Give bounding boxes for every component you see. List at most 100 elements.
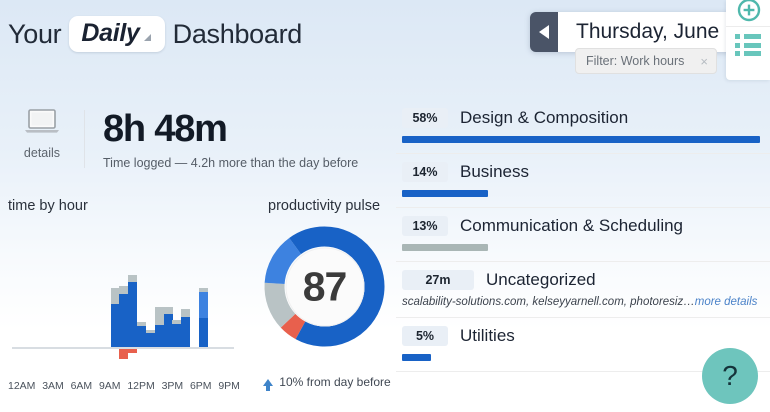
laptop-icon <box>24 108 60 139</box>
list-icon[interactable] <box>735 34 761 56</box>
bar-segment-distracting <box>128 349 138 353</box>
axis-tick-label: 9AM <box>98 380 121 392</box>
category-bar-track <box>402 190 770 197</box>
bar-segment <box>163 314 173 348</box>
bar-segment <box>128 282 138 348</box>
axis-tick-label: 12PM <box>127 380 155 392</box>
more-details-link[interactable]: more details <box>694 296 758 308</box>
category-bar-track <box>402 354 770 361</box>
category-name: Uncategorized <box>486 270 596 289</box>
category-bar-track <box>402 244 770 251</box>
bar-segment <box>110 288 120 304</box>
bar-segment <box>154 325 164 348</box>
donut-slice <box>264 237 302 285</box>
category-badge: 27m <box>402 270 474 290</box>
pulse-title: productivity pulse <box>268 198 381 214</box>
list-row <box>735 34 761 39</box>
time-logged-block: 8h 48m Time logged — 4.2h more than the … <box>103 108 358 170</box>
category-badge: 58% <box>402 108 448 128</box>
bar-segment <box>119 294 129 348</box>
productivity-pulse-donut[interactable]: 87 <box>262 224 387 349</box>
page-title-prefix: Your <box>8 19 62 49</box>
category-header: 27m Uncategorized <box>396 262 770 296</box>
list-row <box>735 51 761 56</box>
category-subtitle: scalability-solutions.com, kelseyyarnell… <box>396 296 770 317</box>
time-logged-subtitle: Time logged — 4.2h more than the day bef… <box>103 156 359 170</box>
period-selector-label: Daily <box>81 19 140 47</box>
rail-divider <box>726 26 770 27</box>
category-bar-fill <box>402 354 431 361</box>
category-bar-fill <box>402 190 488 197</box>
bar-segment <box>137 326 146 348</box>
details-label: details <box>23 146 61 160</box>
help-button[interactable]: ? <box>702 348 758 404</box>
axis-tick-label: 6PM <box>189 380 212 392</box>
donut-slice <box>295 226 385 347</box>
bar-segment <box>145 333 155 348</box>
bar-segment <box>119 286 129 294</box>
filter-chip[interactable]: Filter: Work hours × <box>575 48 717 74</box>
category-row[interactable]: 58% Design & Composition <box>396 100 770 154</box>
donut-slice <box>264 282 296 328</box>
bar-segment <box>163 307 173 314</box>
axis-tick-label: 6AM <box>70 380 93 392</box>
chevron-left-icon <box>539 25 549 39</box>
pulse-score: 87 <box>302 263 348 309</box>
pulse-delta: 10% from day before <box>262 375 392 391</box>
bar-segment <box>198 292 208 318</box>
bar-segment <box>198 318 208 348</box>
category-name: Business <box>460 162 529 181</box>
list-row <box>735 42 761 48</box>
category-row[interactable]: 27m Uncategorized scalability-solutions.co… <box>396 262 770 318</box>
category-header: 13% Communication & Scheduling <box>396 208 770 242</box>
category-list: 58% Design & Composition 14% Business 13% Com… <box>396 100 770 372</box>
time-summary: details 8h 48m Time logged — 4.2h more t… <box>10 108 358 170</box>
time-logged-value: 8h 48m <box>103 108 228 150</box>
previous-day-button[interactable] <box>530 12 558 52</box>
category-bar-track <box>402 136 770 143</box>
category-row[interactable]: 14% Business <box>396 154 770 208</box>
category-sites: scalability-solutions.com, kelseyyarnell… <box>402 296 695 308</box>
bar-segment-distracting <box>119 349 129 359</box>
page-title: Your Daily Dashboard <box>8 16 302 52</box>
header: Your Daily Dashboard Thursday, June 18 F… <box>0 0 770 88</box>
bar-segment <box>198 288 208 292</box>
time-by-hour-chart[interactable] <box>30 218 242 348</box>
category-name: Design & Composition <box>460 108 629 127</box>
pulse-center: 87 <box>285 247 364 326</box>
axis-tick-label: 3PM <box>161 380 184 392</box>
axis-tick-label: 9PM <box>218 380 240 392</box>
category-badge: 5% <box>402 326 448 346</box>
category-row[interactable]: 13% Communication & Scheduling <box>396 208 770 262</box>
bar-segment <box>128 275 138 282</box>
circle-plus-icon[interactable] <box>735 0 763 24</box>
summary-divider <box>84 110 85 168</box>
question-mark-icon: ? <box>722 360 738 391</box>
bar-segment <box>172 320 182 324</box>
bar-segment <box>154 307 164 325</box>
close-icon[interactable]: × <box>700 53 708 69</box>
page-title-suffix: Dashboard <box>172 19 303 49</box>
details-button[interactable]: details <box>10 108 74 160</box>
donut-slice <box>289 226 325 255</box>
pulse-delta-label: 10% from day before <box>279 375 391 389</box>
chart-axis-line <box>12 347 234 349</box>
bar-segment <box>137 322 146 326</box>
period-selector[interactable]: Daily <box>69 16 165 52</box>
category-header: 14% Business <box>396 154 770 188</box>
category-badge: 13% <box>402 216 448 236</box>
bar-segment <box>172 324 182 348</box>
donut-slice <box>280 313 306 340</box>
axis-tick-label: 12AM <box>8 380 36 392</box>
bar-segment <box>181 317 191 348</box>
arrow-up-icon <box>263 378 274 391</box>
category-header: 58% Design & Composition <box>396 100 770 134</box>
category-bar-fill <box>402 136 760 143</box>
chart-title: time by hour <box>8 198 88 214</box>
chart-axis-labels: 12AM 3AM 6AM 9AM 12PM 3PM 6PM 9PM <box>8 380 240 392</box>
icon-rail <box>726 0 770 80</box>
category-row[interactable]: 5% Utilities <box>396 318 770 372</box>
category-bar-fill <box>402 244 488 251</box>
category-name: Utilities <box>460 326 515 345</box>
bar-segment <box>110 304 120 348</box>
